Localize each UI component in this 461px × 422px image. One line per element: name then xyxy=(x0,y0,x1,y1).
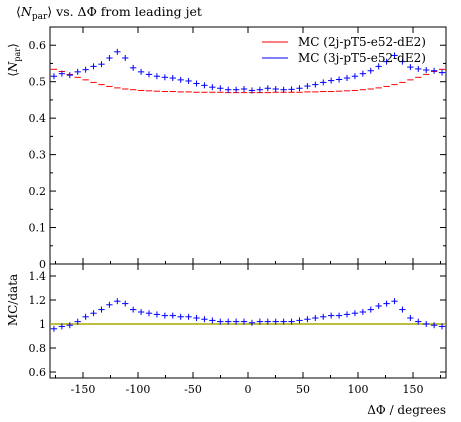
ratio-plot-frame xyxy=(49,263,447,379)
main-plot-panel: 0 0.1 0.2 0.3 0.4 0.5 0.6 MC (2j-pT5-e52-dE2) … xyxy=(6,26,447,271)
main-y-tick-label: 0.5 xyxy=(29,76,47,89)
x-tick-label: -150 xyxy=(71,383,96,396)
main-y-tick-label: 0.1 xyxy=(29,222,47,235)
ratio-series-group xyxy=(50,298,446,332)
ratio-y-tick-label: 0.8 xyxy=(29,342,47,355)
legend-label-3j: MC (3j-pT5-e52-dE2) xyxy=(298,51,426,65)
main-y-label-sub: par xyxy=(13,48,22,62)
x-tick-label: -100 xyxy=(126,383,151,396)
title-n: N xyxy=(20,4,32,19)
main-series-group xyxy=(50,48,446,94)
ratio-y-tick-label: 1.2 xyxy=(29,294,47,307)
ratio-y-tick-label: 1 xyxy=(39,318,46,331)
x-tick-label: -50 xyxy=(184,383,202,396)
x-tick-label: 100 xyxy=(348,383,369,396)
title-sub: par xyxy=(31,12,48,22)
main-y-label-n: N xyxy=(6,61,20,73)
ratio-y-tick-label: 0.6 xyxy=(29,366,47,379)
legend: MC (2j-pT5-e52-dE2) MC (3j-pT5-e52-dE2) xyxy=(262,35,426,65)
ratio-y-label: MC/data xyxy=(6,274,20,326)
chart-title: ⟨Npar⟩ vs. ΔΦ from leading jet xyxy=(16,4,202,22)
main-y-label: ⟨Npar⟩ xyxy=(6,43,22,77)
x-tick-label: 50 xyxy=(296,383,310,396)
main-y-ticks: 0 0.1 0.2 0.3 0.4 0.5 0.6 xyxy=(29,26,446,271)
legend-label-2j: MC (2j-pT5-e52-dE2) xyxy=(298,35,426,49)
main-y-tick-label: 0.3 xyxy=(29,149,47,162)
x-axis-label: ΔΦ / degrees xyxy=(367,403,446,417)
x-tick-label: 0 xyxy=(245,383,252,396)
main-y-tick-label: 0.2 xyxy=(29,185,47,198)
title-rest: vs. ΔΦ from leading jet xyxy=(52,4,202,19)
main-y-tick-label: 0 xyxy=(39,258,46,271)
x-tick-label: 150 xyxy=(403,383,424,396)
ratio-x-ticks: -150 -100 -50 0 50 100 150 xyxy=(55,264,441,396)
ratio-plot-panel: 0.6 0.8 1 1.2 1.4 -150 -100 -50 0 50 100 150 MC/da… xyxy=(6,263,447,417)
main-y-tick-label: 0.6 xyxy=(29,39,47,52)
main-y-tick-label: 0.4 xyxy=(29,112,47,125)
ratio-y-tick-label: 1.4 xyxy=(29,270,47,283)
main-x-ticks xyxy=(55,27,441,264)
